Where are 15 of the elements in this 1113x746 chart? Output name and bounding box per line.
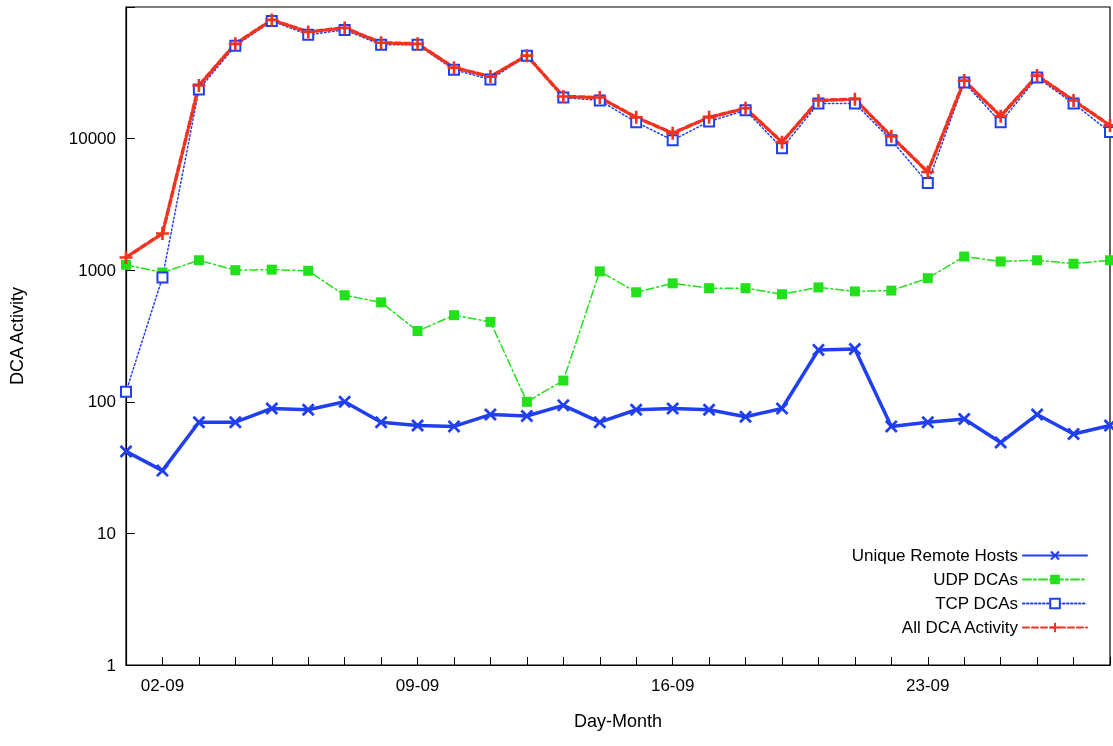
y-tick-label: 100 [87,392,116,412]
y-tick-label: 10 [97,523,116,543]
legend-label: UDP DCAs [933,570,1018,589]
y-axis-title: DCA Activity [7,286,27,386]
x-axis-title: Day-Month [573,711,663,731]
y-tick-label: 10000 [68,129,116,149]
legend-label: All DCA Activity [901,618,1019,637]
x-tick-label: 02-09 [140,676,185,695]
x-tick-label: 23-09 [906,676,950,695]
legend-label: Unique Remote Hosts [851,546,1018,565]
legend-label: TCP DCAs [935,594,1018,613]
x-tick-label: 09-09 [395,676,440,695]
x-tick-label: 16-09 [650,676,695,695]
y-tick-label: 1000 [78,260,116,280]
y-tick-label: 1 [106,655,116,675]
